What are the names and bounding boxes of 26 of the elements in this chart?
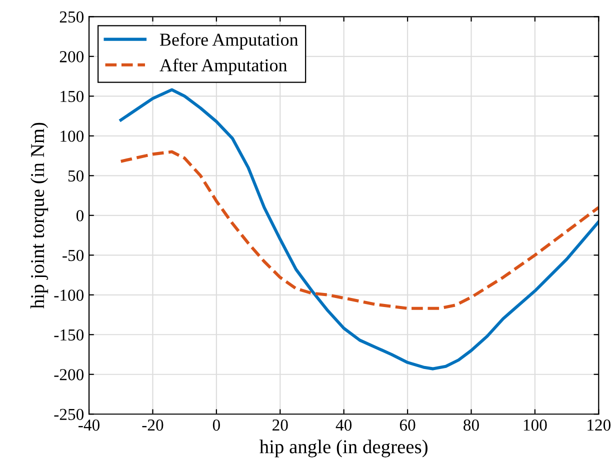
y-tick-label: 100 <box>60 130 84 142</box>
y-tick-label: 250 <box>60 11 84 23</box>
x-tick-label: 60 <box>400 419 416 431</box>
x-tick-label: 80 <box>464 419 479 431</box>
x-tick-label: 100 <box>524 419 547 431</box>
x-axis-title: hip angle (in degrees) <box>260 440 428 458</box>
y-tick-label: 0 <box>76 210 84 222</box>
y-tick-label: -250 <box>54 408 84 420</box>
y-tick-label: -150 <box>54 329 84 341</box>
line-series <box>119 150 599 310</box>
y-tick-label: 200 <box>60 51 84 62</box>
x-tick-label: -40 <box>78 419 100 431</box>
x-tick-label: -20 <box>142 419 164 431</box>
y-tick-label: 150 <box>60 90 84 102</box>
x-tick-label: 20 <box>272 419 288 431</box>
x-tick-label: 0 <box>212 419 220 431</box>
y-tick-label: 50 <box>68 170 84 182</box>
legend-label: After Amputation <box>160 58 288 76</box>
y-tick-label: -50 <box>62 250 84 262</box>
y-tick-label: -100 <box>54 290 84 301</box>
y-axis-title: hip joint torque (in Nm) <box>30 122 48 309</box>
y-tick-label: -200 <box>54 369 84 380</box>
x-tick-label: 120 <box>588 419 611 431</box>
x-tick-label: 40 <box>336 419 352 431</box>
line-series <box>119 88 599 370</box>
legend-label: Before Amputation <box>160 32 298 50</box>
